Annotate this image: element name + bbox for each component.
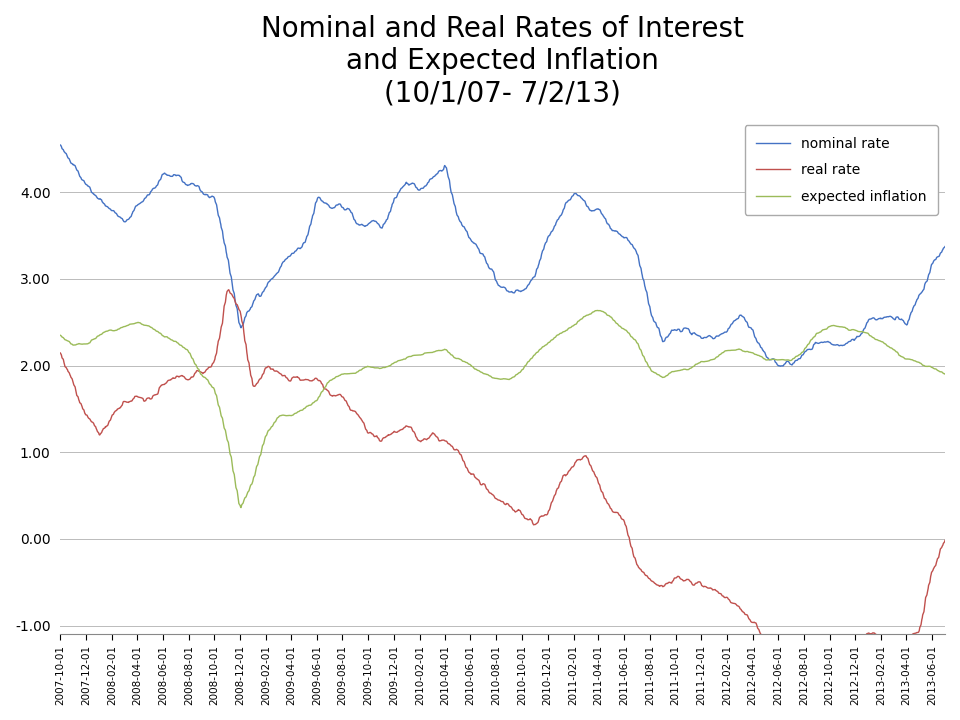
Legend: nominal rate, real rate, expected inflation: nominal rate, real rate, expected inflat… [745, 125, 938, 215]
Title: Nominal and Real Rates of Interest
and Expected Inflation
(10/1/07- 7/2/13): Nominal and Real Rates of Interest and E… [261, 15, 744, 108]
Line: real rate: real rate [60, 289, 945, 657]
Line: expected inflation: expected inflation [60, 310, 945, 508]
Line: nominal rate: nominal rate [60, 145, 945, 366]
